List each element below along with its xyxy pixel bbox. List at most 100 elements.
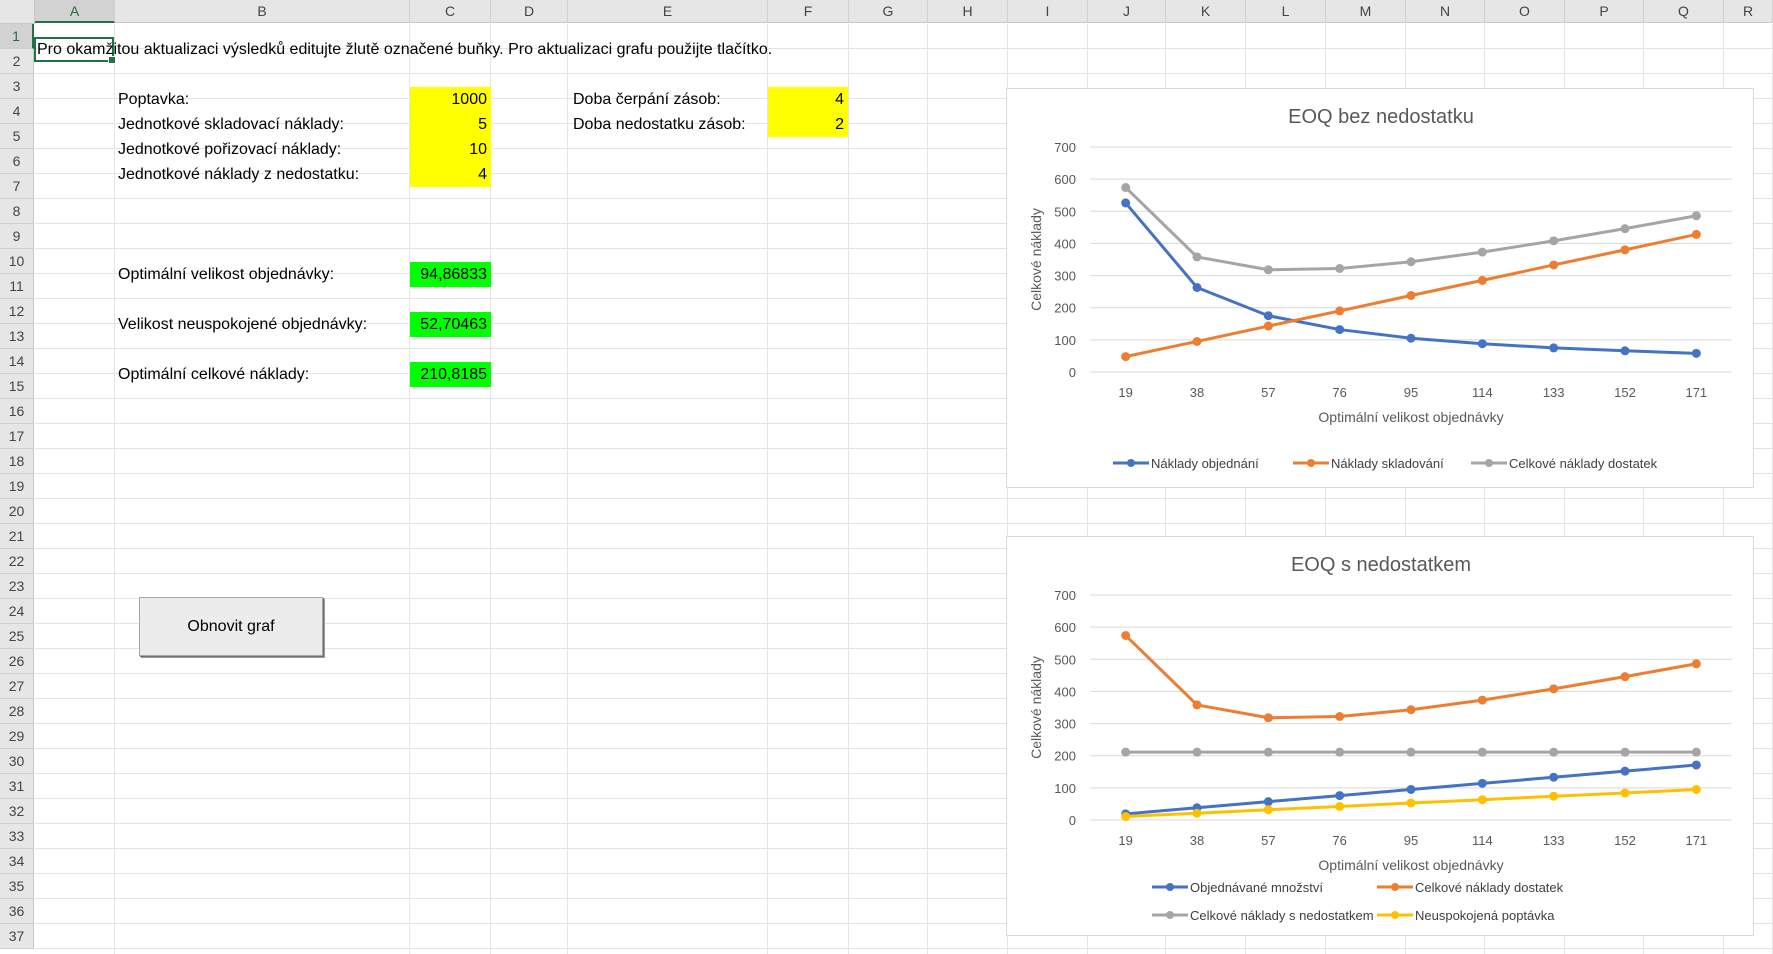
row-header-3[interactable]: 3: [0, 74, 34, 99]
data-point[interactable]: [1406, 798, 1416, 808]
row-header-34[interactable]: 34: [0, 849, 34, 874]
data-point[interactable]: [1620, 747, 1630, 757]
data-point[interactable]: [1263, 265, 1273, 275]
ordering-cost-label[interactable]: Jednotkové pořizovací náklady:: [118, 141, 342, 158]
column-header-p[interactable]: P: [1565, 0, 1644, 23]
column-header-f[interactable]: F: [768, 0, 849, 23]
row-header-15[interactable]: 15: [0, 374, 34, 399]
row-header-32[interactable]: 32: [0, 799, 34, 824]
data-point[interactable]: [1549, 343, 1559, 353]
row-header-29[interactable]: 29: [0, 724, 34, 749]
data-point[interactable]: [1335, 712, 1345, 721]
row-header-36[interactable]: 36: [0, 899, 34, 924]
data-point[interactable]: [1121, 811, 1131, 821]
data-point[interactable]: [1477, 747, 1487, 757]
data-point[interactable]: [1406, 705, 1416, 715]
data-point[interactable]: [1192, 700, 1202, 710]
row-header-27[interactable]: 27: [0, 674, 34, 699]
data-point[interactable]: [1620, 346, 1630, 356]
column-header-d[interactable]: D: [491, 0, 568, 23]
data-point[interactable]: [1691, 348, 1701, 358]
column-header-q[interactable]: Q: [1644, 0, 1724, 23]
optimal-order-label[interactable]: Optimální velikost objednávky:: [118, 266, 335, 283]
data-point[interactable]: [1121, 198, 1131, 208]
row-header-4[interactable]: 4: [0, 99, 34, 124]
row-header-31[interactable]: 31: [0, 774, 34, 799]
data-point[interactable]: [1121, 631, 1131, 640]
unmet-order-value[interactable]: 52,70463: [410, 312, 491, 337]
row-header-6[interactable]: 6: [0, 149, 34, 174]
data-point[interactable]: [1477, 778, 1487, 788]
data-point[interactable]: [1691, 747, 1701, 757]
row-header-23[interactable]: 23: [0, 574, 34, 599]
column-header-j[interactable]: J: [1088, 0, 1166, 23]
row-header-10[interactable]: 10: [0, 249, 34, 274]
shortage-cost-label[interactable]: Jednotkové náklady z nedostatku:: [118, 166, 360, 183]
row-header-13[interactable]: 13: [0, 324, 34, 349]
row-header-12[interactable]: 12: [0, 299, 34, 324]
data-point[interactable]: [1406, 257, 1416, 267]
data-point[interactable]: [1121, 352, 1131, 362]
depletion-time-label[interactable]: Doba čerpání zásob:: [573, 91, 721, 108]
series-line[interactable]: [1124, 201, 1697, 355]
shortage-time-label[interactable]: Doba nedostatku zásob:: [573, 116, 746, 133]
row-header-33[interactable]: 33: [0, 824, 34, 849]
depletion-time-input[interactable]: 4: [768, 87, 848, 112]
column-header-c[interactable]: C: [410, 0, 491, 23]
active-cell-a1[interactable]: [34, 37, 116, 64]
data-point[interactable]: [1620, 224, 1630, 234]
data-point[interactable]: [1335, 802, 1345, 811]
data-point[interactable]: [1263, 797, 1273, 807]
data-point[interactable]: [1620, 766, 1630, 776]
data-point[interactable]: [1620, 245, 1630, 255]
data-point[interactable]: [1477, 339, 1487, 349]
row-header-14[interactable]: 14: [0, 349, 34, 374]
column-header-h[interactable]: H: [928, 0, 1008, 23]
row-header-7[interactable]: 7: [0, 174, 34, 199]
demand-input[interactable]: 1000: [410, 87, 491, 112]
unmet-order-label[interactable]: Velikost neuspokojené objednávky:: [118, 316, 368, 333]
row-header-37[interactable]: 37: [0, 924, 34, 949]
data-point[interactable]: [1549, 236, 1559, 246]
data-point[interactable]: [1406, 784, 1416, 794]
data-point[interactable]: [1549, 772, 1559, 782]
row-header-21[interactable]: 21: [0, 524, 34, 549]
refresh-chart-button[interactable]: Obnovit graf: [139, 597, 323, 656]
data-point[interactable]: [1477, 695, 1487, 705]
data-point[interactable]: [1691, 659, 1701, 669]
column-header-a[interactable]: A: [35, 0, 115, 23]
row-header-1[interactable]: 1: [0, 24, 34, 49]
column-header-m[interactable]: M: [1326, 0, 1406, 23]
data-point[interactable]: [1406, 333, 1416, 343]
data-point[interactable]: [1192, 282, 1202, 292]
row-header-9[interactable]: 9: [0, 224, 34, 249]
instruction-text[interactable]: Pro okamžitou aktualizaci výsledků editu…: [37, 41, 773, 58]
holding-cost-input[interactable]: 5: [410, 112, 491, 137]
data-point[interactable]: [1477, 247, 1487, 257]
data-point[interactable]: [1477, 275, 1487, 285]
column-header-l[interactable]: L: [1246, 0, 1326, 23]
row-header-11[interactable]: 11: [0, 274, 34, 299]
ordering-cost-input[interactable]: 10: [410, 137, 491, 162]
data-point[interactable]: [1263, 311, 1273, 321]
row-header-24[interactable]: 24: [0, 599, 34, 624]
data-point[interactable]: [1691, 211, 1701, 221]
row-header-26[interactable]: 26: [0, 649, 34, 674]
data-point[interactable]: [1406, 291, 1416, 300]
optimal-order-value[interactable]: 94,86833: [410, 262, 491, 287]
data-point[interactable]: [1192, 808, 1202, 818]
row-header-35[interactable]: 35: [0, 874, 34, 899]
column-header-e[interactable]: E: [568, 0, 768, 23]
row-header-22[interactable]: 22: [0, 549, 34, 574]
row-header-17[interactable]: 17: [0, 424, 34, 449]
column-header-b[interactable]: B: [115, 0, 410, 23]
data-point[interactable]: [1620, 788, 1630, 798]
data-point[interactable]: [1406, 747, 1416, 757]
data-point[interactable]: [1335, 747, 1345, 757]
row-header-8[interactable]: 8: [0, 199, 34, 224]
column-header-o[interactable]: O: [1485, 0, 1565, 23]
data-point[interactable]: [1263, 747, 1273, 757]
row-header-18[interactable]: 18: [0, 449, 34, 474]
row-header-2[interactable]: 2: [0, 49, 34, 74]
row-header-25[interactable]: 25: [0, 624, 34, 649]
